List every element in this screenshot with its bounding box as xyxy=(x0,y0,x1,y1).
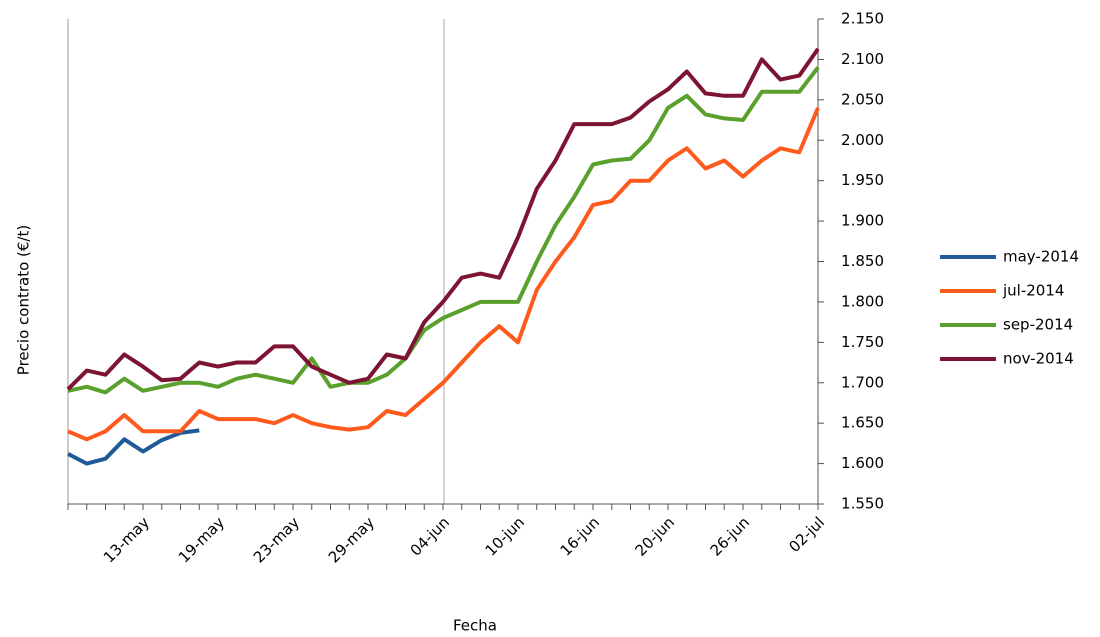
y-tick-label: 2.100 xyxy=(841,50,884,68)
y-tick-label: 1.550 xyxy=(841,495,884,513)
x-tick-label: 04-jun xyxy=(407,513,453,559)
x-tick-label: 19-may xyxy=(175,513,228,566)
x-tick-label: 29-may xyxy=(325,513,378,566)
y-tick-label: 1.950 xyxy=(841,171,884,189)
x-tick-label: 02-jul xyxy=(785,513,828,556)
series-line xyxy=(67,428,200,466)
legend-label: may-2014 xyxy=(1003,248,1079,266)
y-tick-label: 1.650 xyxy=(841,414,884,432)
y-tick-label: 2.050 xyxy=(841,90,884,108)
legend-label: nov-2014 xyxy=(1003,350,1074,368)
x-tick-label: 13-may xyxy=(100,513,153,566)
legend-label: sep-2014 xyxy=(1003,316,1073,334)
x-tick-label: 26-jun xyxy=(707,513,753,559)
y-axis-title: Precio contrato (€/t) xyxy=(15,225,33,375)
y-tick-label: 1.600 xyxy=(841,454,884,472)
y-tick-label: 1.900 xyxy=(841,212,884,230)
y-tick-label: 1.700 xyxy=(841,373,884,391)
x-axis-title: Fecha xyxy=(453,617,497,635)
y-tick-label: 1.850 xyxy=(841,252,884,270)
legend-label: jul-2014 xyxy=(1002,282,1064,300)
x-tick-label: 23-may xyxy=(250,513,303,566)
x-tick-label: 16-jun xyxy=(557,513,603,559)
y-tick-label: 1.800 xyxy=(841,292,884,310)
series-line xyxy=(66,47,820,391)
series-line xyxy=(67,107,820,442)
y-tick-label: 1.750 xyxy=(841,333,884,351)
y-tick-label: 2.150 xyxy=(841,10,884,28)
series-line xyxy=(67,66,820,395)
x-tick-label: 10-jun xyxy=(482,513,528,559)
y-tick-label: 2.000 xyxy=(841,131,884,149)
x-tick-label: 20-jun xyxy=(632,513,678,559)
